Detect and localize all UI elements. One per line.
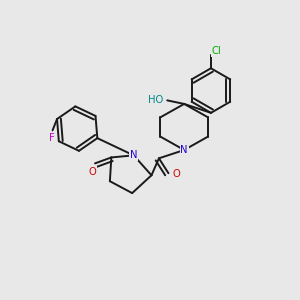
Text: HO: HO [148, 95, 164, 105]
Text: Cl: Cl [212, 46, 221, 56]
Text: O: O [173, 169, 181, 179]
Text: F: F [49, 133, 54, 143]
Text: O: O [89, 167, 97, 177]
Text: N: N [180, 145, 188, 155]
Text: N: N [130, 150, 137, 160]
